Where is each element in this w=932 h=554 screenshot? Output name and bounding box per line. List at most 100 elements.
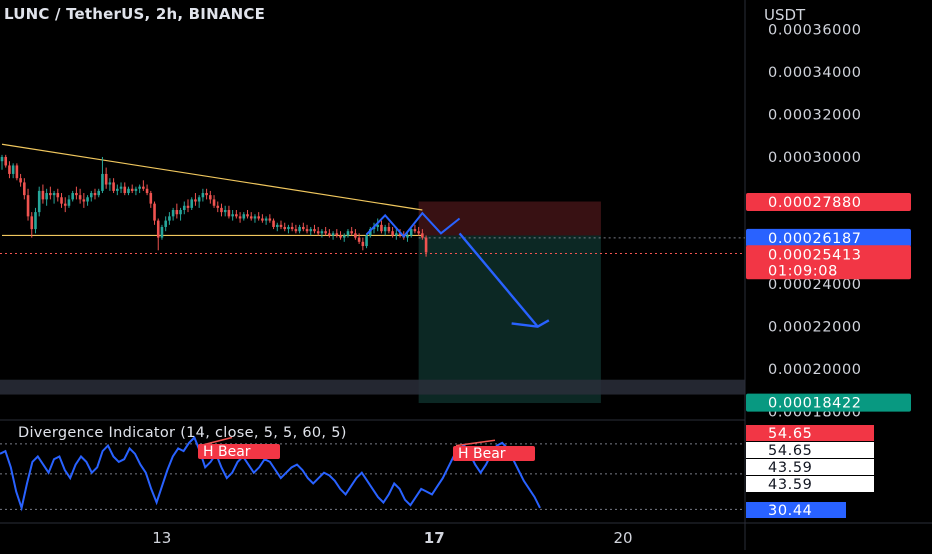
oscillator-line[interactable] bbox=[0, 435, 541, 512]
price-axis-tick: 0.00024000 bbox=[768, 277, 862, 293]
candle bbox=[52, 193, 56, 196]
arrow-head bbox=[511, 319, 550, 328]
candle bbox=[19, 178, 22, 183]
candle bbox=[67, 199, 71, 206]
candle bbox=[156, 220, 160, 238]
entry-label: 0.00026187 bbox=[768, 231, 862, 247]
oscillator-title: Divergence Indicator (14, close, 5, 5, 6… bbox=[18, 425, 347, 441]
projection-zigzag[interactable] bbox=[365, 211, 461, 239]
candle bbox=[249, 216, 253, 219]
candle bbox=[376, 224, 380, 227]
candle bbox=[145, 188, 149, 194]
candle bbox=[320, 231, 324, 234]
candle bbox=[127, 188, 130, 194]
candle bbox=[112, 182, 115, 191]
candle bbox=[316, 231, 320, 234]
osc-label: 43.59 bbox=[768, 460, 813, 476]
candle bbox=[298, 226, 301, 232]
candle bbox=[268, 218, 272, 221]
osc-label-bg bbox=[746, 425, 874, 441]
candle bbox=[179, 210, 182, 215]
candle bbox=[406, 235, 409, 238]
candle bbox=[209, 195, 212, 200]
current-price-bg bbox=[746, 245, 911, 280]
candle bbox=[60, 197, 63, 204]
price-axis-tick: 0.00030000 bbox=[768, 150, 862, 166]
candle bbox=[238, 216, 242, 219]
candle bbox=[182, 205, 186, 210]
price-axis-tick: 0.00022000 bbox=[768, 320, 862, 336]
support-zone[interactable] bbox=[0, 379, 745, 395]
candle bbox=[342, 235, 346, 238]
take-profit-zone[interactable] bbox=[418, 235, 601, 404]
candle bbox=[104, 173, 108, 185]
candle bbox=[383, 226, 387, 232]
candle bbox=[26, 195, 30, 217]
resistance-trendline[interactable] bbox=[1, 143, 423, 211]
stop-loss-zone[interactable] bbox=[418, 201, 601, 236]
candle bbox=[368, 229, 372, 236]
candle bbox=[398, 233, 402, 236]
time-axis-label: 20 bbox=[614, 529, 633, 547]
candle bbox=[130, 188, 134, 191]
osc-label-bg bbox=[746, 442, 874, 458]
stop-loss-label: 0.00027880 bbox=[768, 195, 862, 211]
candle bbox=[197, 197, 201, 202]
candle bbox=[335, 233, 339, 236]
candle bbox=[309, 229, 313, 232]
candle bbox=[119, 186, 123, 189]
candle bbox=[328, 233, 331, 236]
candle bbox=[164, 220, 167, 227]
candle bbox=[290, 226, 294, 230]
candle bbox=[63, 203, 67, 206]
osc-current-bg bbox=[746, 502, 846, 518]
candle bbox=[324, 231, 327, 234]
projection-arrow[interactable] bbox=[458, 232, 539, 328]
candle bbox=[212, 199, 216, 206]
candle bbox=[227, 210, 231, 217]
candle bbox=[350, 231, 353, 234]
candle bbox=[242, 214, 246, 219]
candle bbox=[264, 218, 268, 221]
osc-label: 43.59 bbox=[768, 477, 813, 493]
osc-label-bg bbox=[746, 459, 874, 475]
candle bbox=[186, 205, 190, 208]
candle bbox=[93, 193, 97, 196]
candle bbox=[71, 193, 74, 200]
h-bear-bg bbox=[453, 446, 535, 461]
candle bbox=[78, 195, 82, 200]
candle bbox=[49, 193, 52, 196]
candle bbox=[37, 190, 41, 213]
candle bbox=[30, 216, 34, 230]
divergence-line bbox=[455, 439, 496, 447]
candle bbox=[45, 193, 48, 200]
candle bbox=[283, 226, 287, 230]
candle bbox=[357, 237, 361, 242]
candle bbox=[231, 214, 234, 217]
candle bbox=[253, 216, 257, 219]
candle bbox=[108, 182, 112, 185]
candle bbox=[313, 229, 316, 232]
current-price-label: 0.00025413 bbox=[768, 247, 862, 263]
candle bbox=[339, 235, 342, 238]
candle bbox=[168, 216, 171, 221]
candle bbox=[34, 212, 37, 230]
price-axis-tick: 0.00036000 bbox=[768, 23, 862, 39]
candle bbox=[123, 186, 127, 194]
candle bbox=[275, 224, 279, 227]
candle bbox=[11, 165, 15, 174]
candle bbox=[205, 193, 208, 196]
candle bbox=[201, 193, 205, 198]
price-axis-currency: USDT bbox=[764, 6, 806, 24]
candle bbox=[417, 231, 420, 234]
candle bbox=[235, 214, 238, 217]
candle bbox=[142, 186, 145, 189]
take-profit-label: 0.00018422 bbox=[768, 396, 862, 412]
h-bear-label: H Bear bbox=[203, 444, 251, 460]
stop-loss-label-bg bbox=[746, 192, 911, 211]
price-axis-tick: 0.00032000 bbox=[768, 108, 862, 124]
candle bbox=[361, 241, 365, 247]
candle bbox=[41, 190, 45, 200]
